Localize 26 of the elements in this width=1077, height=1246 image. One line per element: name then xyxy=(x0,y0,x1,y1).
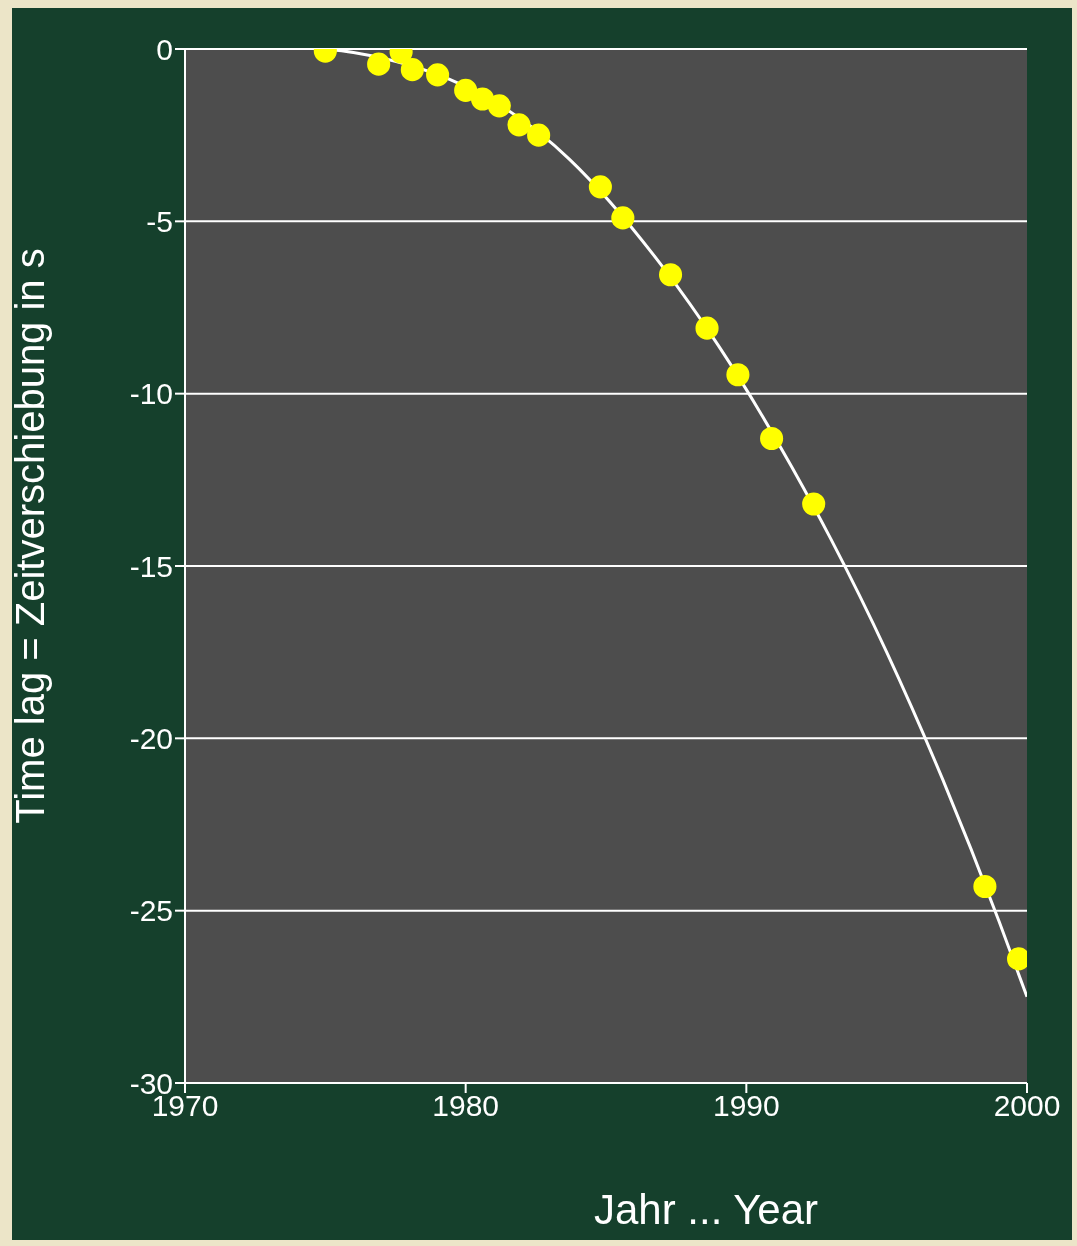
point xyxy=(527,123,551,147)
point xyxy=(588,175,612,199)
point xyxy=(611,206,635,230)
point xyxy=(695,316,719,340)
y-tick-label: -10 xyxy=(129,377,173,411)
point xyxy=(726,363,750,387)
y-tick-label: -25 xyxy=(129,894,173,928)
y-axis-title: Time lag = Zeitverschiebung in s xyxy=(8,248,53,824)
y-tick-label: -15 xyxy=(129,549,173,583)
x-tick-label: 1980 xyxy=(432,1089,500,1123)
point xyxy=(658,263,683,287)
y-tick-label: 0 xyxy=(156,32,173,66)
y-tick-label: -5 xyxy=(146,204,173,238)
x-tick-label: 2000 xyxy=(993,1089,1061,1123)
point xyxy=(400,58,424,82)
x-tick-label: 1990 xyxy=(712,1089,780,1123)
point xyxy=(487,94,511,118)
point xyxy=(426,63,450,87)
point xyxy=(367,52,391,76)
point xyxy=(507,113,531,137)
y-tick-label: -20 xyxy=(129,721,173,755)
point xyxy=(802,492,826,516)
point xyxy=(760,426,784,451)
point xyxy=(973,875,997,899)
point xyxy=(454,78,478,102)
x-axis-title: Jahr ... Year xyxy=(593,1186,819,1233)
